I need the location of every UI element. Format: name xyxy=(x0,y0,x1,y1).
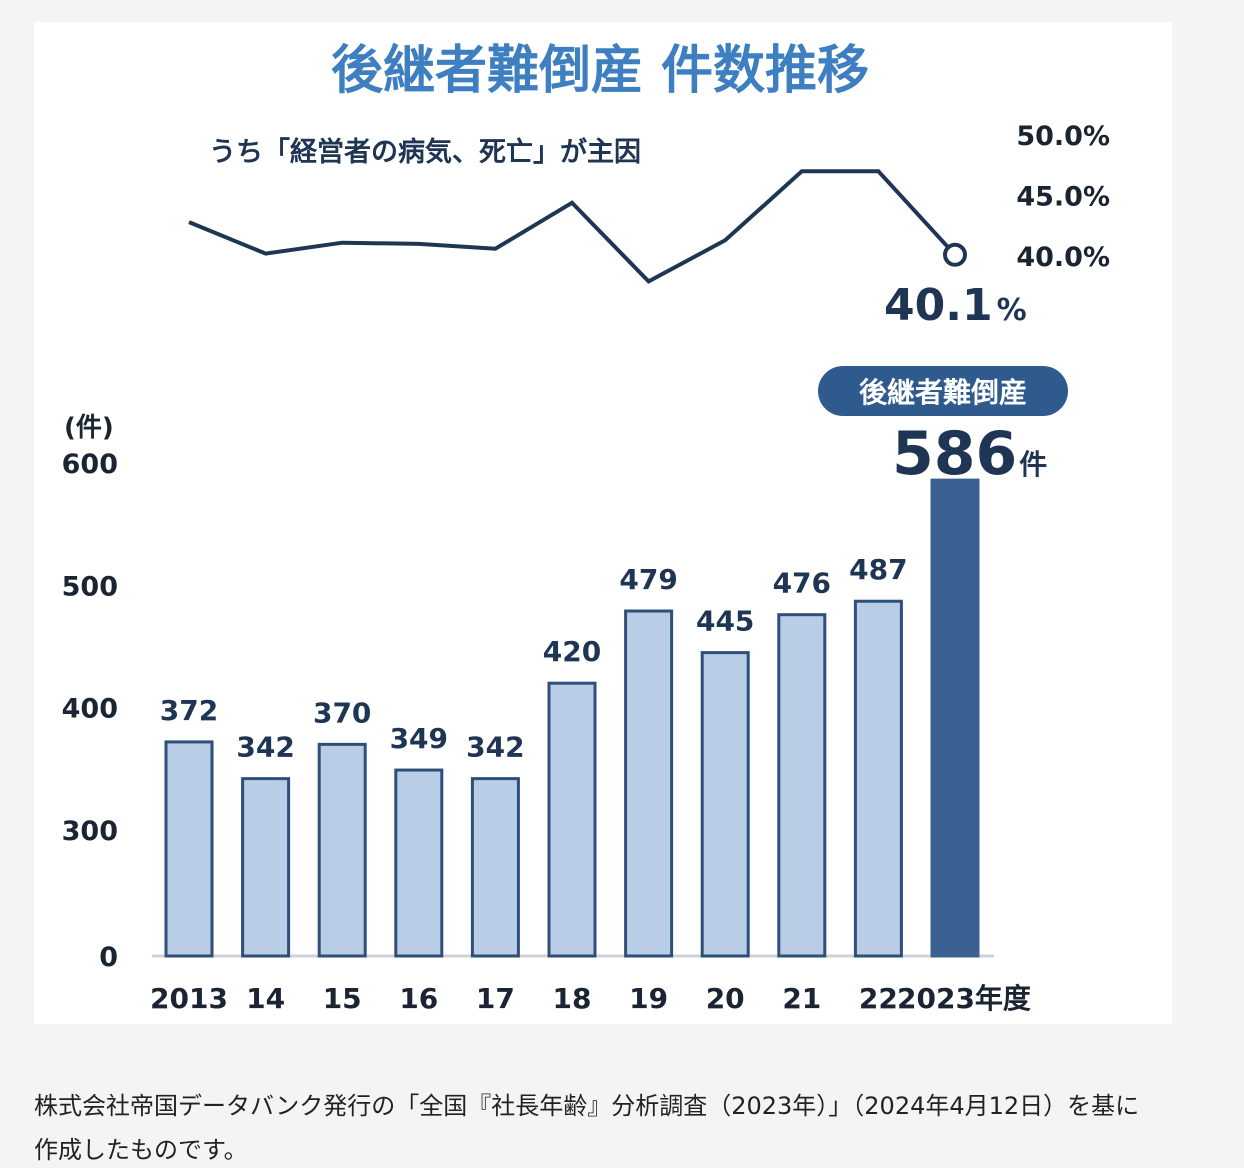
x-axis-label: 15 xyxy=(323,982,362,1015)
line-y-tick-label: 50.0% xyxy=(1016,121,1110,152)
bar-y-tick-label: 400 xyxy=(62,694,118,725)
line-last-value: 40.1 xyxy=(884,280,993,331)
source-caption: 株式会社帝国データバンク発行の「全国『社長年齢』分析調査（2023年）」（202… xyxy=(34,1084,1154,1172)
line-last-unit: % xyxy=(997,293,1027,328)
y-axis-unit-label: (件) xyxy=(64,413,114,443)
x-axis-label: 17 xyxy=(476,982,515,1015)
line-y-tick-label: 40.0% xyxy=(1016,242,1110,273)
bar-value-label: 349 xyxy=(390,722,448,755)
line-path xyxy=(189,171,955,281)
bar xyxy=(855,601,901,956)
x-axis-label: 14 xyxy=(246,982,285,1015)
bar xyxy=(396,770,442,956)
x-axis-label: 16 xyxy=(399,982,438,1015)
x-axis-labels: 2013 14 15 16 17 18 19 20 21 22 2023年度 xyxy=(150,982,1031,1015)
bar-value-label: 445 xyxy=(696,605,754,638)
bar-value-label: 370 xyxy=(313,696,371,729)
x-axis-label: 2013 xyxy=(150,982,228,1015)
x-axis-label: 22 xyxy=(859,982,898,1015)
chart-panel: 後継者難倒産 件数推移 うち「経営者の病気、死亡」が主因 50.0% 45.0% 4… xyxy=(34,22,1172,1024)
bar-value-label: 372 xyxy=(160,694,218,727)
bar-value-label: 420 xyxy=(543,635,601,668)
x-axis-label: 18 xyxy=(553,982,592,1015)
bar-value-label: 342 xyxy=(466,731,524,764)
bar xyxy=(702,653,748,956)
bar xyxy=(166,742,212,956)
bar xyxy=(626,611,672,956)
bar-y-tick-labels: 600 500 400 300 0 xyxy=(62,449,118,973)
bar xyxy=(779,615,825,956)
bar xyxy=(549,683,595,956)
bar xyxy=(243,779,289,956)
bar-series xyxy=(166,480,978,956)
bar-value-label: 487 xyxy=(849,553,907,586)
line-y-tick-labels: 50.0% 45.0% 40.0% xyxy=(1016,121,1110,273)
chart-svg: 後継者難倒産 件数推移 うち「経営者の病気、死亡」が主因 50.0% 45.0% 4… xyxy=(34,22,1172,1024)
x-axis-label: 2023年度 xyxy=(897,982,1031,1015)
bar-value-label: 342 xyxy=(236,731,294,764)
highlight-unit: 件 xyxy=(1019,448,1047,481)
x-axis-label: 20 xyxy=(706,982,745,1015)
line-end-marker xyxy=(945,245,965,265)
bar-y-tick-label: 0 xyxy=(99,942,118,973)
badge-label: 後継者難倒産 xyxy=(859,376,1027,409)
chart-title: 後継者難倒産 件数推移 xyxy=(331,41,869,101)
bar-value-label: 479 xyxy=(619,563,677,596)
line-series xyxy=(189,171,965,281)
bar-y-tick-label: 500 xyxy=(62,571,118,602)
highlight-value-label: 586件 xyxy=(892,419,1047,489)
bar xyxy=(472,779,518,956)
line-last-value-label: 40.1% xyxy=(884,280,1027,331)
x-axis-label: 21 xyxy=(782,982,821,1015)
bar-y-tick-label: 600 xyxy=(62,449,118,480)
line-chart-title: うち「経営者の病気、死亡」が主因 xyxy=(209,136,641,168)
bar-y-tick-label: 300 xyxy=(62,816,118,847)
line-y-tick-label: 45.0% xyxy=(1016,182,1110,213)
x-axis-label: 19 xyxy=(629,982,668,1015)
highlight-value: 586 xyxy=(892,419,1017,489)
highlight-badge: 後継者難倒産 xyxy=(818,366,1068,416)
highlight-bar xyxy=(932,480,978,956)
bar-value-label: 476 xyxy=(773,567,831,600)
bar xyxy=(319,744,365,956)
